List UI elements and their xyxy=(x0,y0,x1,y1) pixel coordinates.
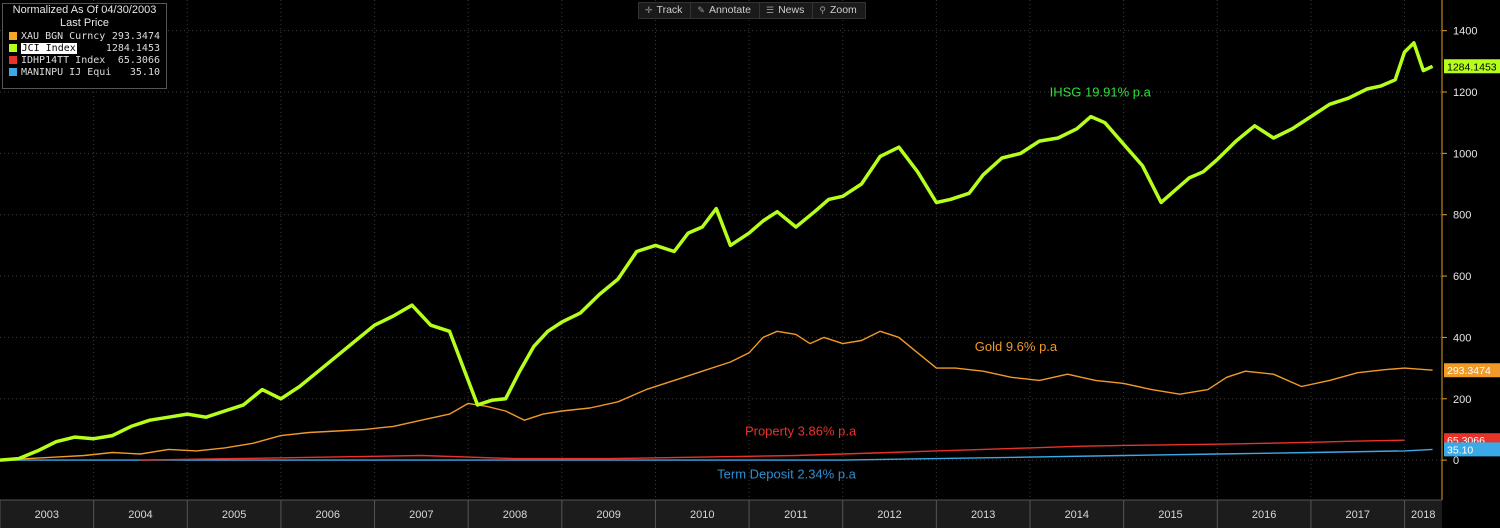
chart-annotation: Gold 9.6% p.a xyxy=(975,339,1058,354)
last-price-tag xyxy=(1444,363,1500,378)
annotation-layer: IHSG 19.91% p.a Gold 9.6% p.a Property 3.8… xyxy=(717,85,1151,482)
series-line-idhp14tt-index xyxy=(140,439,1405,461)
last-price-tag-label: 1284.1453 xyxy=(1447,61,1497,73)
last-price-tag xyxy=(1444,442,1500,457)
toolbar-label: Zoom xyxy=(829,4,857,16)
legend-item-name: MANINPU IJ Equity xyxy=(21,66,111,78)
x-axis-band xyxy=(0,500,1442,528)
legend-item-name: JCI Index xyxy=(20,42,77,54)
crosshair-icon: ✛ xyxy=(645,5,653,15)
x-tick-label: 2003 xyxy=(35,509,59,521)
legend-item-value: 293.3474 xyxy=(111,30,160,42)
pen-icon: ✎ xyxy=(697,5,705,15)
chart-annotation: Property 3.86% p.a xyxy=(745,424,857,439)
y-tick-label: 0 xyxy=(1453,455,1459,467)
legend-item-name: IDHP14TT Index xyxy=(21,54,106,66)
legend-item[interactable]: JCI Index 1284.1453 xyxy=(3,42,166,54)
legend-subheader: Last Price xyxy=(60,17,109,29)
magnifier-icon: ⚲ xyxy=(819,5,826,15)
toolbar-label: News xyxy=(778,4,805,16)
grid-lines xyxy=(0,0,1442,500)
toolbar-track-button[interactable]: ✛ Track xyxy=(639,3,692,18)
toolbar-annotate-button[interactable]: ✎ Annotate xyxy=(691,3,761,18)
toolbar-label: Annotate xyxy=(708,4,752,16)
legend-swatch xyxy=(9,44,17,52)
y-tick-label: 600 xyxy=(1453,271,1471,283)
x-tick-label: 2013 xyxy=(971,509,995,521)
y-tick-label: 200 xyxy=(1453,394,1471,406)
x-tick-label: 2015 xyxy=(1158,509,1182,521)
x-tick-label: 2011 xyxy=(784,509,808,521)
x-tick-label: 2018 xyxy=(1411,509,1435,521)
y-tick-label: 1200 xyxy=(1453,87,1477,99)
x-tick-label: 2005 xyxy=(222,509,246,521)
series-line-xau-bgn-curncy xyxy=(0,330,1433,461)
legend-item[interactable]: XAU BGN Curncy 293.3474 xyxy=(3,30,166,42)
x-tick-label: 2010 xyxy=(690,509,714,521)
y-tick-label: 800 xyxy=(1453,210,1471,222)
legend-swatch xyxy=(9,68,17,76)
x-tick-label: 2017 xyxy=(1345,509,1369,521)
toolbar-news-button[interactable]: ☰ News xyxy=(760,3,814,18)
series-line-jci-index xyxy=(0,41,1434,462)
x-tick-label: 2007 xyxy=(409,509,433,521)
legend-panel[interactable]: Normalized As Of 04/30/2003 Last Price X… xyxy=(2,3,167,89)
legend-item[interactable]: MANINPU IJ Equity 35.10 xyxy=(3,66,166,78)
x-tick-label: 2012 xyxy=(877,509,901,521)
y-tick-label: 1000 xyxy=(1453,148,1477,160)
x-tick-label: 2008 xyxy=(503,509,527,521)
toolbar-label: Track xyxy=(656,4,683,16)
series-line-maninpu-ij-equity xyxy=(0,448,1433,461)
legend-swatch xyxy=(9,32,17,40)
chart-annotation: IHSG 19.91% p.a xyxy=(1050,85,1152,100)
toolbar-zoom-button[interactable]: ⚲ Zoom xyxy=(813,3,864,18)
chart-toolbar: ✛ Track ✎ Annotate ☰ News ⚲ Zoom xyxy=(638,2,866,19)
legend-item[interactable]: IDHP14TT Index 65.3066 xyxy=(3,54,166,66)
x-tick-label: 2016 xyxy=(1252,509,1276,521)
y-tick-label: 1400 xyxy=(1453,26,1477,38)
x-tick-label: 2004 xyxy=(128,509,152,521)
y-tick-label: 400 xyxy=(1453,332,1471,344)
chart-annotation: Term Deposit 2.34% p.a xyxy=(717,467,857,482)
legend-item-name: XAU BGN Curncy xyxy=(21,30,106,42)
last-price-tag-label: 293.3474 xyxy=(1447,365,1491,377)
legend-item-value: 1284.1453 xyxy=(105,42,160,54)
legend-swatch xyxy=(9,56,17,64)
last-price-tag-label: 35.10 xyxy=(1447,444,1473,456)
x-tick-label: 2006 xyxy=(315,509,339,521)
x-tick-label: 2009 xyxy=(596,509,620,521)
news-icon: ☰ xyxy=(766,5,775,15)
last-price-tag xyxy=(1444,59,1500,74)
series-layer xyxy=(0,41,1434,462)
x-tick-label: 2014 xyxy=(1065,509,1089,521)
legend-item-value: 65.3066 xyxy=(117,54,160,66)
legend-header: Normalized As Of 04/30/2003 xyxy=(12,4,157,16)
legend-item-value: 35.10 xyxy=(129,66,160,78)
